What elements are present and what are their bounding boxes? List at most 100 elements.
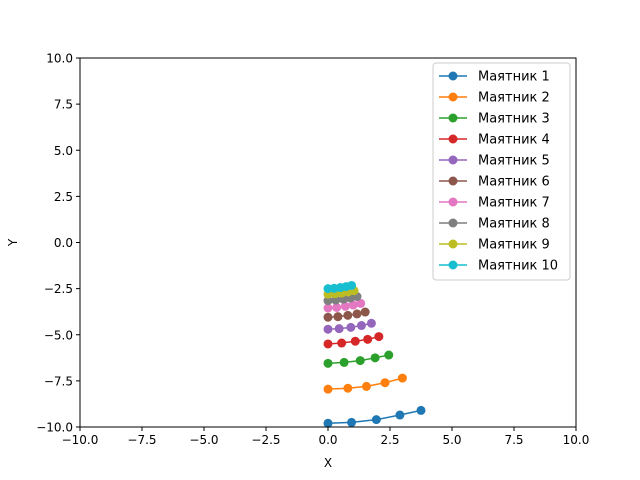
data-point (366, 318, 376, 328)
data-point (360, 307, 370, 317)
legend-entry: Маятник 2 (439, 91, 550, 106)
series-2 (323, 373, 407, 394)
series-10 (323, 280, 357, 294)
y-tick-label: 10.0 (46, 52, 73, 66)
series-5 (323, 318, 376, 334)
legend-entry: Маятник 10 (439, 259, 558, 274)
y-tick-label: 2.5 (54, 190, 73, 204)
y-tick-label: 0.0 (54, 236, 73, 250)
y-axis-label: Y (6, 238, 20, 247)
legend-label: Маятник 6 (478, 175, 550, 190)
data-point (374, 332, 384, 342)
legend-entry: Маятник 6 (439, 175, 550, 190)
data-point (347, 417, 357, 427)
y-tick-label: −10.0 (36, 421, 73, 435)
data-point (371, 415, 381, 425)
x-tick-label: 7.5 (504, 433, 523, 447)
legend-box (432, 62, 571, 281)
legend-marker (448, 92, 458, 102)
legend-label: Маятник 7 (478, 196, 550, 211)
legend-marker (448, 197, 458, 207)
data-point (346, 322, 356, 332)
data-point (323, 358, 333, 368)
legend-label: Маятник 8 (478, 217, 550, 232)
data-point (355, 356, 365, 366)
legend-entry: Маятник 3 (439, 112, 550, 127)
legend-label: Маятник 5 (478, 154, 550, 169)
data-point (323, 339, 333, 349)
legend-entry: Маятник 7 (439, 196, 550, 211)
legend-entry: Маятник 8 (439, 217, 550, 232)
series-3 (323, 350, 394, 368)
y-tick-label: 7.5 (54, 98, 73, 112)
legend-entry: Маятник 9 (439, 238, 550, 253)
data-point (395, 410, 405, 420)
data-point (363, 334, 373, 344)
x-tick-label: −2.5 (251, 433, 280, 447)
data-point (337, 338, 347, 348)
x-tick-label: 2.5 (380, 433, 399, 447)
y-axis-ticks: −10.0 −7.5 −5.0 −2.5 0.0 2.5 5.0 7.5 10.0 (36, 52, 80, 435)
x-axis-label: X (324, 456, 332, 470)
data-point (361, 381, 371, 391)
legend-entry: Маятник 5 (439, 154, 550, 169)
data-point (347, 280, 357, 290)
data-point (333, 312, 343, 322)
y-tick-label: 5.0 (54, 144, 73, 158)
legend: Маятник 1 Маятник 2 Маятник 3 Маятник 4 Маят… (432, 62, 571, 281)
data-point (334, 324, 344, 334)
data-point (356, 298, 366, 308)
legend-marker (448, 176, 458, 186)
legend-marker (448, 218, 458, 228)
plot-area (79, 57, 577, 428)
data-point (343, 310, 353, 320)
data-point (397, 373, 407, 383)
legend-entry: Маятник 4 (439, 133, 550, 148)
x-tick-label: −7.5 (127, 433, 156, 447)
legend-marker (448, 113, 458, 123)
data-point (323, 296, 333, 306)
series-6 (323, 307, 370, 322)
data-point (352, 309, 362, 319)
series-layer (323, 280, 426, 428)
legend-label: Маятник 4 (478, 133, 550, 148)
data-point (370, 353, 380, 363)
data-point (356, 321, 366, 331)
x-tick-label: −10.0 (62, 433, 99, 447)
data-point (384, 350, 394, 360)
data-point (323, 418, 333, 428)
legend-label: Маятник 9 (478, 238, 550, 253)
series-1 (323, 405, 426, 428)
x-tick-label: 0.0 (318, 433, 337, 447)
series-7 (323, 298, 366, 313)
data-point (323, 324, 333, 334)
data-point (323, 312, 333, 322)
legend-label: Маятник 3 (478, 112, 550, 127)
y-tick-label: −2.5 (44, 282, 73, 296)
series-4 (323, 332, 384, 349)
legend-marker (448, 134, 458, 144)
x-tick-label: 5.0 (442, 433, 461, 447)
x-tick-label: 10.0 (563, 433, 590, 447)
data-point (350, 336, 360, 346)
x-axis-ticks: −10.0 −7.5 −5.0 −2.5 0.0 2.5 5.0 7.5 10.0 (62, 427, 590, 447)
data-point (343, 383, 353, 393)
data-point (332, 302, 342, 312)
legend-marker (448, 260, 458, 270)
x-tick-label: −5.0 (189, 433, 218, 447)
legend-entry: Маятник 1 (439, 70, 550, 85)
y-tick-label: −7.5 (44, 374, 73, 388)
data-point (380, 378, 390, 388)
legend-marker (448, 71, 458, 81)
legend-label: Маятник 10 (478, 259, 558, 274)
data-point (416, 405, 426, 415)
data-point (323, 303, 333, 313)
data-point (339, 357, 349, 367)
data-point (340, 301, 350, 311)
legend-marker (448, 239, 458, 249)
y-tick-label: −5.0 (44, 328, 73, 342)
data-point (323, 384, 333, 394)
legend-marker (448, 155, 458, 165)
legend-label: Маятник 2 (478, 91, 550, 106)
